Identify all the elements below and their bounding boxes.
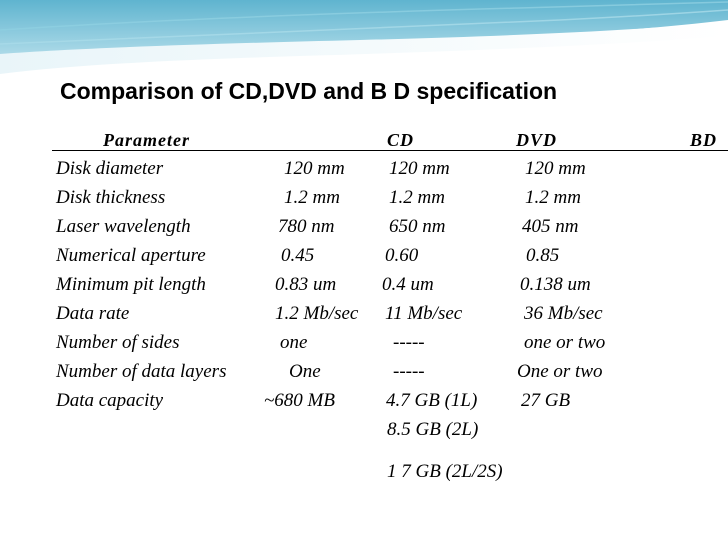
- parameter-label: Numerical aperture: [56, 245, 206, 266]
- parameter-label: Data rate: [56, 303, 130, 324]
- parameter-label: Minimum pit length: [56, 274, 206, 295]
- dvd-capacity-dual-layer: 8.5 GB (2L): [387, 419, 479, 440]
- parameter-label: Laser wavelength: [56, 216, 191, 237]
- bd-value: 27 GB: [521, 390, 571, 411]
- slide-title: Comparison of CD,DVD and B D specificati…: [60, 78, 558, 104]
- parameter-label: Number of sides: [56, 332, 180, 353]
- parameter-label: Disk diameter: [56, 158, 164, 179]
- parameter-label: Disk thickness: [56, 187, 166, 208]
- cd-value: 120 mm: [284, 158, 345, 179]
- bd-value: 120 mm: [525, 158, 586, 179]
- bd-value: 0.138 um: [520, 274, 591, 295]
- dvd-value: 650 nm: [389, 216, 446, 237]
- wave-highlight: [0, 1, 728, 31]
- bd-value: one or two: [524, 332, 606, 353]
- bd-value: 36 Mb/sec: [524, 303, 603, 324]
- header-underline: [52, 150, 728, 151]
- cd-value: 780 nm: [278, 216, 335, 237]
- dvd-value: 1.2 mm: [389, 187, 445, 208]
- dvd-value: 0.60: [385, 245, 419, 266]
- wave-band-light: [0, 22, 728, 74]
- dvd-value: 11 Mb/sec: [385, 303, 463, 324]
- dvd-value: 120 mm: [389, 158, 450, 179]
- column-header-bd: BD: [690, 130, 718, 150]
- cd-value: 0.83 um: [275, 274, 337, 295]
- dvd-value: -----: [393, 332, 425, 353]
- cd-value: one: [280, 332, 308, 353]
- dvd-value: 0.4 um: [382, 274, 434, 295]
- bd-value: 405 nm: [522, 216, 579, 237]
- bd-value: 0.85: [526, 245, 560, 266]
- decorative-wave-header: [0, 0, 728, 74]
- bd-value: One or two: [517, 361, 603, 382]
- cd-value: One: [289, 361, 321, 382]
- dvd-capacity-dual-layer-dual-side: 1 7 GB (2L/2S): [387, 461, 503, 482]
- column-header-parameter: Parameter: [103, 130, 190, 150]
- dvd-value: -----: [393, 361, 425, 382]
- bd-value: 1.2 mm: [525, 187, 581, 208]
- cd-value: ~680 MB: [264, 390, 335, 411]
- cd-value: 0.45: [281, 245, 315, 266]
- wave-highlight: [0, 9, 728, 45]
- parameter-label: Data capacity: [56, 390, 164, 411]
- parameter-label: Number of data layers: [56, 361, 227, 382]
- column-header-cd: CD: [387, 130, 415, 150]
- column-header-dvd: DVD: [516, 130, 558, 150]
- cd-value: 1.2 Mb/sec: [275, 303, 359, 324]
- cd-value: 1.2 mm: [284, 187, 340, 208]
- dvd-value: 4.7 GB (1L): [386, 390, 478, 411]
